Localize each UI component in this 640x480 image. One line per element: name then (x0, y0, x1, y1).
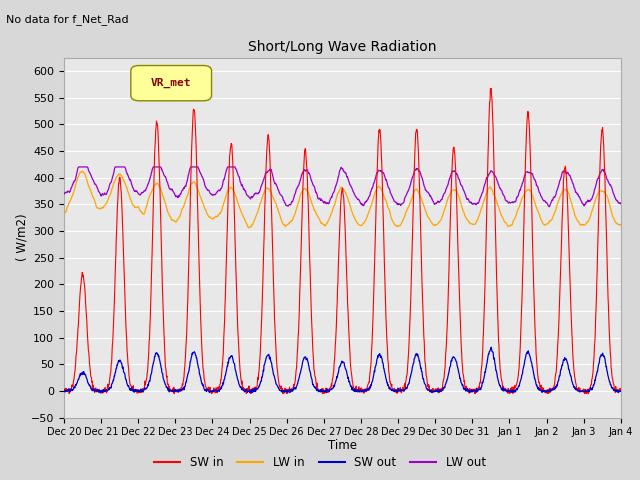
Text: No data for f_Net_Rad: No data for f_Net_Rad (6, 14, 129, 25)
X-axis label: Time: Time (328, 439, 357, 452)
Y-axis label: ( W/m2): ( W/m2) (15, 214, 28, 262)
FancyBboxPatch shape (131, 65, 212, 101)
Legend: SW in, LW in, SW out, LW out: SW in, LW in, SW out, LW out (150, 452, 490, 474)
Title: Short/Long Wave Radiation: Short/Long Wave Radiation (248, 40, 436, 54)
Text: VR_met: VR_met (150, 78, 191, 88)
